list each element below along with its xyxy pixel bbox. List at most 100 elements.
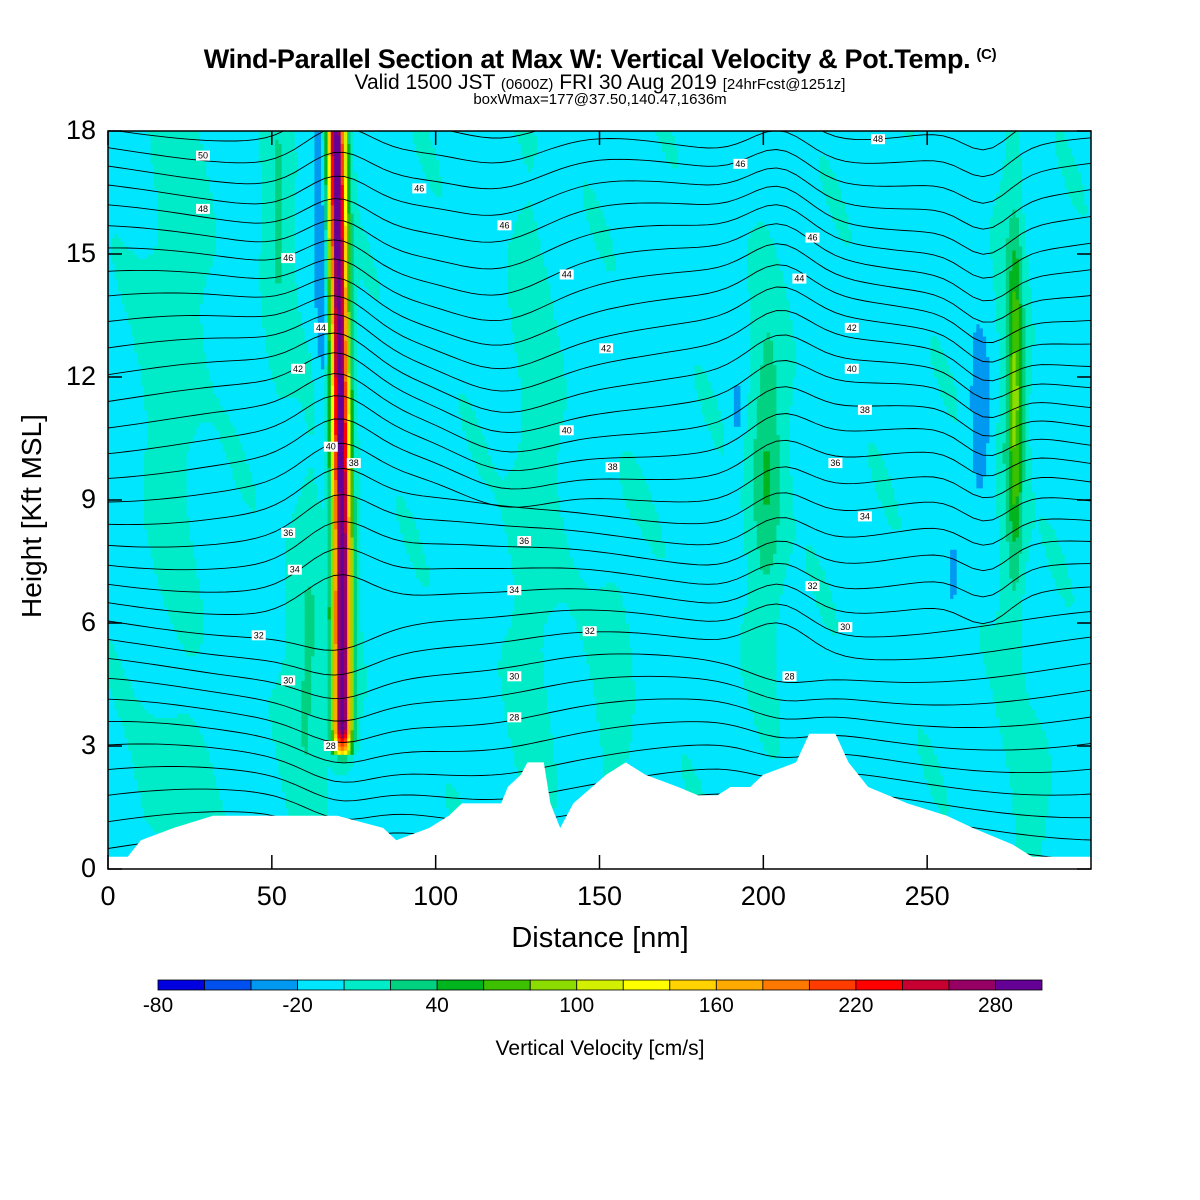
field-cell <box>278 393 316 399</box>
field-cell <box>347 295 352 300</box>
field-cell <box>353 577 358 583</box>
field-cell <box>458 401 473 407</box>
field-cell <box>937 381 954 386</box>
field-cell <box>973 364 991 370</box>
field-cell <box>337 655 342 661</box>
field-cell <box>1022 331 1027 337</box>
field-cell <box>1048 565 1069 571</box>
field-cell <box>327 188 332 194</box>
field-cell <box>340 368 345 374</box>
field-cell <box>1022 655 1091 661</box>
field-cell <box>317 336 325 341</box>
field-cell <box>347 221 352 226</box>
field-cell <box>999 401 1007 407</box>
field-cell <box>1009 475 1013 481</box>
field-cell <box>999 573 1010 579</box>
field-cell <box>1012 532 1020 538</box>
field-cell <box>330 729 335 735</box>
field-cell <box>147 430 198 435</box>
field-cell <box>1005 340 1010 345</box>
field-cell <box>189 516 293 522</box>
field-cell <box>779 459 791 464</box>
field-cell <box>203 631 286 636</box>
field-cell <box>275 249 283 255</box>
field-cell <box>271 372 312 378</box>
field-cell <box>350 655 355 661</box>
field-cell <box>357 422 463 427</box>
field-cell <box>324 266 329 271</box>
field-cell <box>265 344 309 349</box>
valid-time: Valid 1500 JST (0600Z) FRI 30 Aug 2019 [… <box>0 71 1200 95</box>
field-cell <box>334 717 338 722</box>
field-cell <box>556 450 624 456</box>
field-cell <box>343 331 348 337</box>
field-cell <box>789 434 974 440</box>
field-cell <box>216 778 283 784</box>
field-cell <box>334 163 342 169</box>
field-cell <box>360 524 401 530</box>
field-cell <box>1022 254 1030 259</box>
field-cell <box>635 705 751 710</box>
field-cell <box>733 413 741 419</box>
field-cell <box>330 360 335 366</box>
field-cell <box>750 299 791 304</box>
field-cell <box>376 274 509 280</box>
field-cell <box>819 561 951 567</box>
field-cell <box>347 721 352 727</box>
field-cell <box>347 356 352 362</box>
field-cell <box>1022 266 1030 271</box>
field-cell <box>301 401 316 407</box>
field-cell <box>488 450 519 456</box>
field-cell <box>1025 217 1091 222</box>
field-cell <box>301 741 309 747</box>
field-cell <box>350 430 355 435</box>
field-cell <box>632 737 761 743</box>
field-cell <box>986 450 997 456</box>
field-cell <box>140 364 207 370</box>
field-cell <box>340 262 345 267</box>
field-cell <box>743 467 755 472</box>
field-cell <box>563 528 643 534</box>
field-cell <box>330 672 335 677</box>
field-cell <box>746 393 761 399</box>
field-cell <box>347 413 352 419</box>
field-cell <box>108 528 148 534</box>
field-cell <box>707 426 725 431</box>
field-cell <box>497 659 545 665</box>
field-cell <box>1025 463 1033 468</box>
field-cell <box>1028 258 1091 263</box>
field-cell <box>353 487 361 493</box>
field-cell <box>1018 491 1023 497</box>
field-cell <box>281 192 296 198</box>
field-cell <box>753 491 764 497</box>
field-cell <box>1025 450 1033 456</box>
field-cell <box>1022 614 1091 620</box>
field-cell <box>193 549 286 554</box>
field-cell <box>212 762 279 768</box>
field-cell <box>222 807 289 813</box>
field-cell <box>209 750 276 755</box>
field-cell <box>481 426 522 431</box>
field-cell <box>340 225 345 230</box>
field-cell <box>632 664 741 669</box>
field-cell <box>334 372 338 378</box>
field-cell <box>992 262 1007 267</box>
field-cell <box>311 352 319 358</box>
field-cell <box>746 241 774 247</box>
field-cell <box>746 594 781 599</box>
field-cell <box>330 208 335 214</box>
field-cell <box>343 295 348 300</box>
field-cell <box>746 422 758 427</box>
field-cell <box>805 549 817 554</box>
field-cell <box>1028 282 1091 288</box>
field-cell <box>1005 491 1010 497</box>
field-cell <box>347 290 352 296</box>
field-cell <box>1081 180 1091 185</box>
field-cell <box>999 405 1007 411</box>
field-cell <box>327 426 332 431</box>
field-cell <box>1032 463 1091 468</box>
field-cell <box>108 438 148 444</box>
field-cell <box>642 532 663 538</box>
field-cell <box>694 372 709 378</box>
field-cell <box>307 746 332 751</box>
